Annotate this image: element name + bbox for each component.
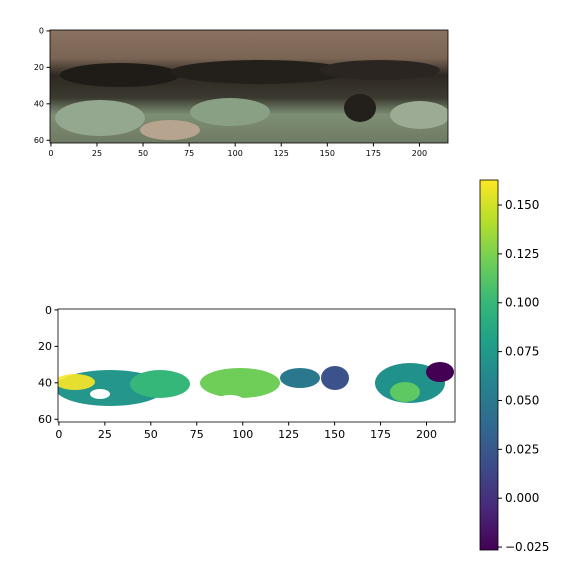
x-tick-label: 0 bbox=[55, 428, 62, 441]
x-tick-label: 100 bbox=[228, 149, 243, 158]
tick-label: 0.000 bbox=[505, 491, 539, 505]
tick-label: 0.125 bbox=[505, 247, 539, 261]
x-tick-label: 75 bbox=[190, 428, 204, 441]
y-tick-label: 60 bbox=[34, 136, 44, 145]
x-tick-label: 125 bbox=[278, 428, 299, 441]
y-tick-label: 20 bbox=[34, 63, 44, 72]
x-tick-label: 100 bbox=[232, 428, 253, 441]
y-tick-label: 40 bbox=[38, 377, 52, 390]
tick-label: −0.025 bbox=[505, 540, 549, 554]
colorbar bbox=[479, 179, 499, 551]
x-tick-label: 0 bbox=[48, 149, 53, 158]
x-tick-label: 50 bbox=[138, 149, 148, 158]
y-tick-label: 60 bbox=[38, 413, 52, 426]
tick-label: 0.050 bbox=[505, 393, 539, 407]
x-tick-label: 200 bbox=[416, 428, 437, 441]
x-tick-label: 175 bbox=[366, 149, 381, 158]
y-tick-label: 0 bbox=[45, 304, 52, 317]
x-tick-label: 150 bbox=[324, 428, 345, 441]
y-tick-label: 20 bbox=[38, 340, 52, 353]
x-tick-label: 50 bbox=[144, 428, 158, 441]
tick-label: 0.075 bbox=[505, 345, 539, 359]
x-tick-label: 200 bbox=[412, 149, 427, 158]
tick-label: 0.150 bbox=[505, 198, 539, 212]
tick-label: 0.025 bbox=[505, 442, 539, 456]
heatmap bbox=[58, 362, 454, 409]
y-tick-label: 40 bbox=[34, 100, 44, 109]
x-tick-label: 175 bbox=[370, 428, 391, 441]
y-tick-label: 0 bbox=[39, 27, 44, 36]
x-tick-label: 25 bbox=[92, 149, 102, 158]
x-tick-label: 125 bbox=[274, 149, 289, 158]
x-tick-label: 25 bbox=[98, 428, 112, 441]
x-tick-label: 150 bbox=[320, 149, 335, 158]
axes-frame bbox=[49, 29, 449, 144]
photo bbox=[50, 30, 448, 143]
x-tick-label: 75 bbox=[184, 149, 194, 158]
tick-label: 0.100 bbox=[505, 296, 539, 310]
axes-frame bbox=[57, 308, 456, 423]
